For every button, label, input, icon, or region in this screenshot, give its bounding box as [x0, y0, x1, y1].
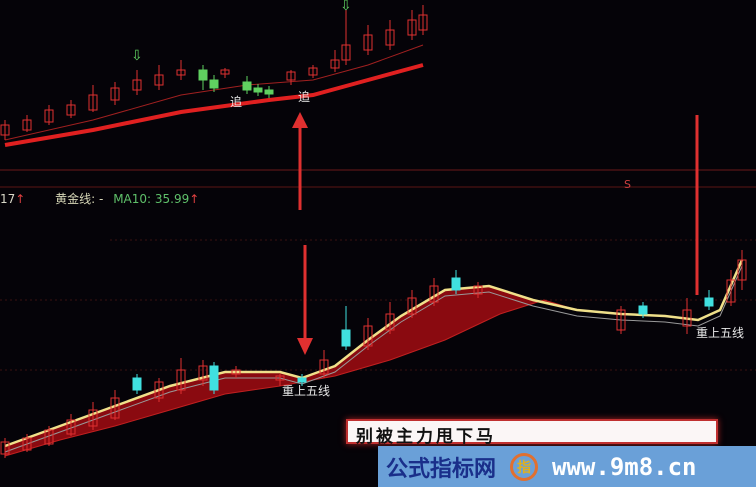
candle-body [407, 297, 417, 315]
sell-mark: S [624, 178, 631, 191]
rebound-label: 重上五线 [696, 326, 745, 340]
candle-body [88, 409, 98, 427]
candle-body [44, 109, 54, 123]
ma-ribbon [5, 286, 577, 456]
candle-body [726, 279, 736, 303]
candle-body [110, 87, 120, 101]
ma-line-gray [4, 265, 743, 453]
chase-signal: 追 [230, 95, 243, 109]
watermark: 公式指标网 指 www.9m8.cn [378, 446, 756, 487]
indicator-prefix: 17 [0, 192, 16, 206]
candle-body [132, 377, 142, 391]
candle-body [154, 74, 164, 86]
candle-body [220, 69, 230, 75]
candle-body [429, 285, 439, 303]
indicator-bar: 17↑ 黄金线: - MA10: 35.99↑ [0, 190, 199, 207]
candle-body [44, 429, 54, 445]
candle-body [209, 79, 219, 89]
candle-body [264, 89, 274, 95]
rebound-label: 重上五线 [282, 384, 331, 398]
candle-body [110, 397, 120, 419]
candle-body [22, 437, 32, 451]
candle-body [616, 309, 626, 331]
caption-box: 别被主力甩下马 [346, 419, 718, 447]
candle-body [418, 14, 428, 31]
chase-signal: 追 [298, 90, 311, 104]
candle-body [407, 19, 417, 36]
candle-body [451, 277, 461, 291]
candle-body [704, 297, 714, 307]
watermark-site-name: 公式指标网 [386, 456, 497, 482]
candle-body [253, 87, 263, 93]
candle-body [319, 359, 329, 375]
candle-body [385, 29, 395, 46]
watermark-url: www.9m8.cn [552, 452, 697, 481]
bottom-panel [0, 250, 747, 458]
ma-line-upper [4, 259, 744, 448]
buy-arrow-icon: ⇩ [131, 48, 143, 64]
candle-body [0, 124, 10, 136]
candle-body [363, 34, 373, 51]
annotation-arrow [292, 112, 699, 355]
candle-body [737, 259, 747, 281]
logo-icon: 指 [510, 452, 539, 481]
ma-line-thin [4, 44, 424, 141]
candle-body [154, 381, 164, 399]
candle-body [66, 104, 76, 116]
candle-body [286, 71, 296, 81]
up-arrow-icon: ↑ [15, 192, 26, 206]
candle-body [363, 325, 373, 347]
candle-body [341, 329, 351, 347]
candle-body [22, 119, 32, 131]
candle-body [473, 285, 483, 295]
candle-body [330, 59, 340, 69]
ma-line-thick [4, 63, 424, 147]
candle-body [198, 69, 208, 81]
candle-body [0, 441, 10, 455]
candle-body [88, 94, 98, 111]
candle-body [242, 81, 252, 91]
candle-body [176, 69, 186, 76]
ma10-value: MA10: 35.99 [113, 192, 190, 206]
top-panel: ⇩⇩ [0, 0, 428, 147]
candle-body [66, 419, 76, 435]
candle-body [132, 79, 142, 91]
candle-body [231, 369, 241, 375]
gold-line-label: 黄金线: - [55, 192, 104, 206]
buy-arrow-icon: ⇩ [340, 0, 352, 14]
candle-body [308, 67, 318, 76]
candle-body [682, 309, 692, 327]
up-arrow-icon: ↑ [189, 192, 200, 206]
candle-body [275, 375, 285, 381]
candle-body [341, 44, 351, 61]
candle-body [176, 369, 186, 391]
candle-body [209, 365, 219, 391]
candle-body [638, 305, 648, 315]
candle-body [385, 313, 395, 331]
candle-body [198, 365, 208, 381]
ma-line-lower [4, 299, 578, 457]
candle-body [297, 377, 307, 383]
